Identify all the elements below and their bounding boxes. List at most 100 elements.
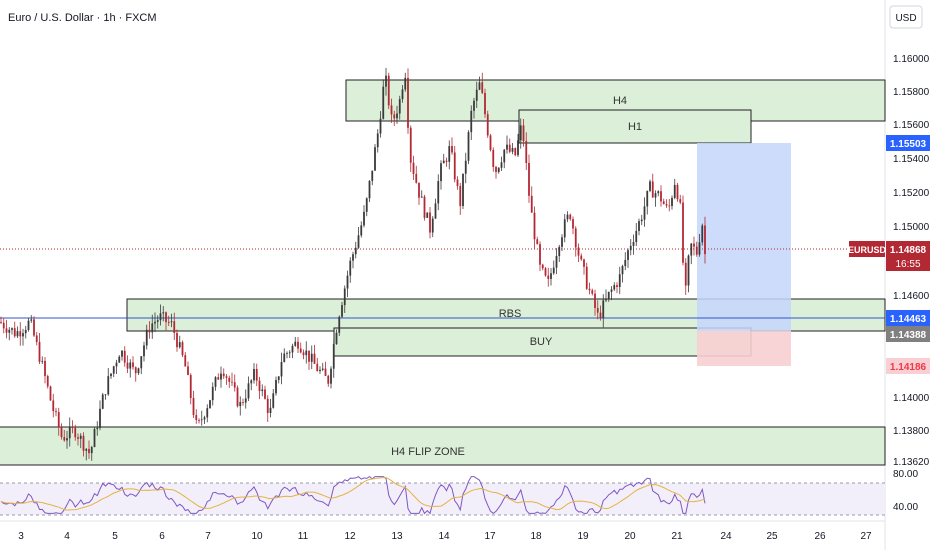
time-tick: 24	[720, 531, 732, 542]
candle-body	[552, 267, 555, 274]
candle-body	[352, 254, 354, 261]
candle-body	[679, 199, 682, 203]
candle-body	[371, 170, 374, 181]
candle-body	[547, 275, 550, 279]
candle-body	[68, 426, 71, 439]
candle-body	[242, 401, 244, 403]
candle-body	[167, 322, 170, 323]
zone-buy[interactable]	[333, 327, 752, 357]
candle-body	[338, 316, 341, 333]
candle-body	[640, 219, 643, 222]
candle-body	[517, 140, 519, 156]
candle-body	[335, 332, 338, 345]
candle-body	[184, 355, 187, 367]
price-ticks: 1.16000 1.15800 1.15600 1.15400 1.15200 1.150…	[893, 54, 930, 468]
candle-body	[299, 348, 302, 353]
candle-body	[206, 408, 209, 418]
candle-body	[288, 352, 291, 354]
candle-body	[297, 341, 299, 349]
candle-body	[154, 321, 156, 324]
candle-body	[363, 211, 365, 226]
time-tick: 17	[484, 531, 496, 542]
candle-body	[385, 75, 387, 87]
candle-body	[618, 274, 621, 287]
candle-body	[437, 181, 440, 204]
candle-body	[346, 275, 349, 289]
current-price-tag	[886, 241, 930, 271]
price-tick: 1.16000	[893, 54, 930, 65]
candle-body	[112, 366, 115, 374]
currency-button[interactable]	[889, 5, 923, 29]
candle-body	[536, 239, 539, 245]
candle-body	[594, 293, 596, 308]
candle-body	[343, 288, 346, 306]
candle-body	[607, 291, 610, 299]
candle-body	[8, 329, 11, 333]
candle-body	[698, 242, 701, 255]
candle-body	[453, 152, 456, 180]
candle-body	[374, 147, 376, 171]
candle-body	[266, 398, 269, 413]
candle-body	[616, 285, 618, 287]
time-tick: 5	[112, 531, 118, 542]
candle-body	[561, 237, 563, 247]
candle-body	[492, 150, 495, 167]
countdown-text: 16:55	[895, 259, 920, 270]
candle-body	[470, 110, 473, 133]
candle-body	[651, 181, 654, 198]
candle-body	[225, 376, 228, 378]
candle-body	[360, 225, 363, 236]
candle-body	[341, 305, 343, 317]
candle-body	[24, 329, 27, 334]
candle-body	[33, 319, 35, 336]
candle-body	[503, 149, 506, 163]
candle-body	[228, 377, 231, 382]
candle-body	[489, 135, 492, 151]
candle-body	[539, 244, 541, 265]
candle-body	[74, 427, 77, 438]
candle-body	[96, 427, 99, 430]
candle-body	[321, 368, 324, 370]
candle-body	[528, 162, 530, 196]
price-tick: 1.13620	[893, 457, 930, 468]
candle-body	[610, 289, 613, 292]
candle-body	[115, 362, 118, 367]
candle-body	[577, 247, 580, 256]
long-position-tool[interactable]	[697, 143, 791, 366]
candle-body	[5, 328, 8, 333]
candle-body	[121, 350, 123, 357]
candle-body	[176, 333, 178, 348]
candle-body	[211, 386, 214, 401]
candle-body	[448, 146, 451, 162]
candle-body	[217, 377, 220, 380]
current-price-text: 1.14868	[890, 245, 927, 256]
candle-body	[462, 173, 464, 207]
candle-body	[695, 246, 698, 255]
candle-body	[277, 376, 280, 381]
candle-body	[41, 360, 44, 362]
zone-rbs-label: RBS	[499, 308, 522, 320]
candle-body	[660, 191, 662, 202]
candle-body	[407, 77, 409, 128]
candle-body	[280, 362, 283, 377]
zone-h4-flip-label: H4 FLIP ZONE	[391, 446, 465, 458]
candle-body	[629, 245, 632, 251]
zone-h1[interactable]	[518, 109, 752, 144]
candle-body	[671, 197, 673, 207]
time-tick: 21	[671, 531, 683, 542]
zone-h4-flip[interactable]	[0, 426, 886, 466]
candle-body	[63, 437, 66, 441]
candle-body	[85, 448, 88, 451]
candle-body	[555, 256, 558, 268]
candle-body	[423, 196, 426, 218]
candle-body	[27, 320, 30, 330]
candle-body	[522, 125, 525, 142]
candle-body	[533, 212, 536, 240]
candle-body	[332, 344, 335, 369]
candle-body	[486, 114, 489, 136]
candle-body	[440, 163, 442, 182]
candle-body	[635, 230, 638, 243]
target-price-text: 1.15503	[890, 139, 927, 150]
candle-body	[638, 221, 640, 231]
